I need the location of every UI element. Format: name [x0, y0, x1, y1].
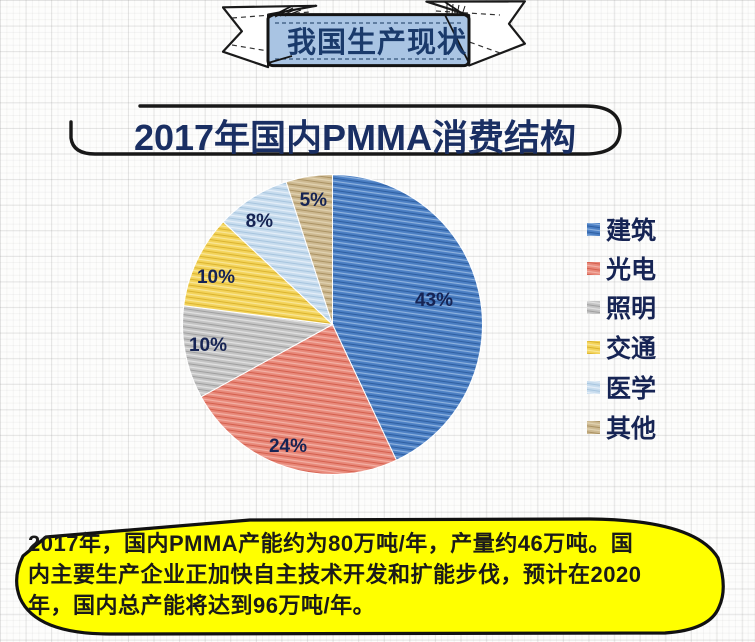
svg-text:24%: 24% [269, 436, 307, 457]
svg-text:43%: 43% [415, 290, 453, 311]
svg-text:医学: 医学 [606, 374, 656, 403]
svg-text:10%: 10% [197, 267, 235, 288]
svg-text:5%: 5% [300, 190, 328, 211]
svg-text:光电: 光电 [605, 256, 656, 284]
svg-text:建筑: 建筑 [606, 216, 656, 245]
svg-text:其他: 其他 [606, 414, 656, 443]
svg-text:照明: 照明 [606, 295, 656, 323]
svg-text:8%: 8% [246, 211, 274, 232]
svg-text:交通: 交通 [606, 334, 656, 363]
svg-text:10%: 10% [189, 335, 227, 356]
